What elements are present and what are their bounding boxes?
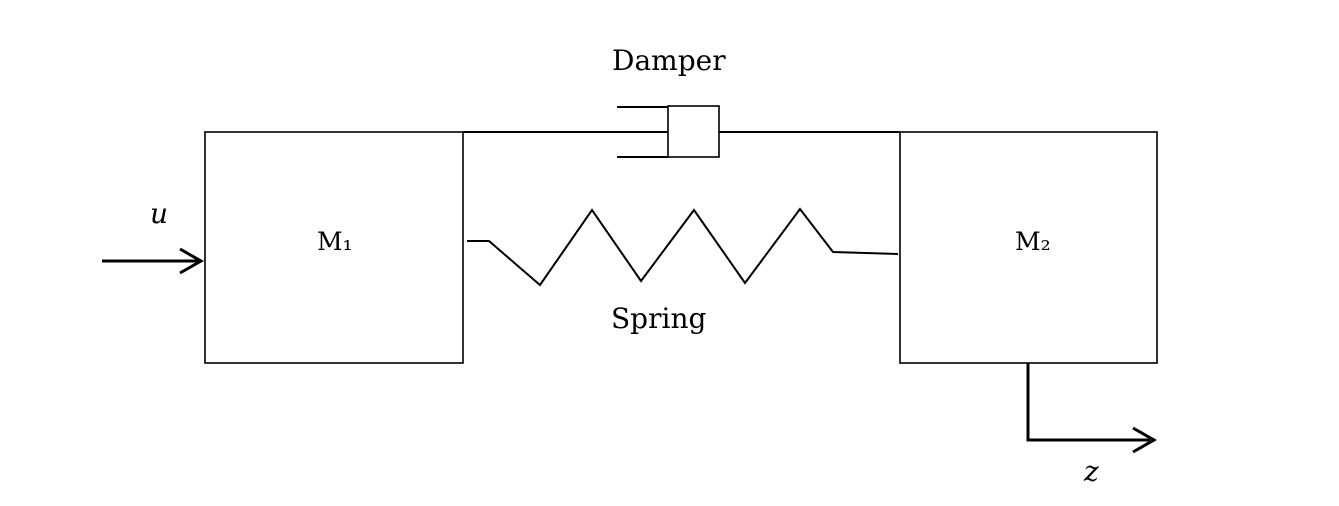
spring-label: Spring <box>611 302 706 335</box>
damper-piston <box>667 105 720 158</box>
mass-2-block <box>899 131 1158 364</box>
mass-1-block <box>204 131 464 364</box>
input-arrow <box>102 247 205 275</box>
damper <box>463 105 900 158</box>
spring <box>467 207 899 287</box>
output-arrow <box>1026 363 1158 454</box>
output-label: z <box>1083 455 1099 488</box>
mass-2-label: M₂ <box>1015 227 1051 256</box>
damper-label: Damper <box>612 44 726 77</box>
input-label: u <box>150 197 168 230</box>
mass-1-label: M₁ <box>317 227 353 256</box>
